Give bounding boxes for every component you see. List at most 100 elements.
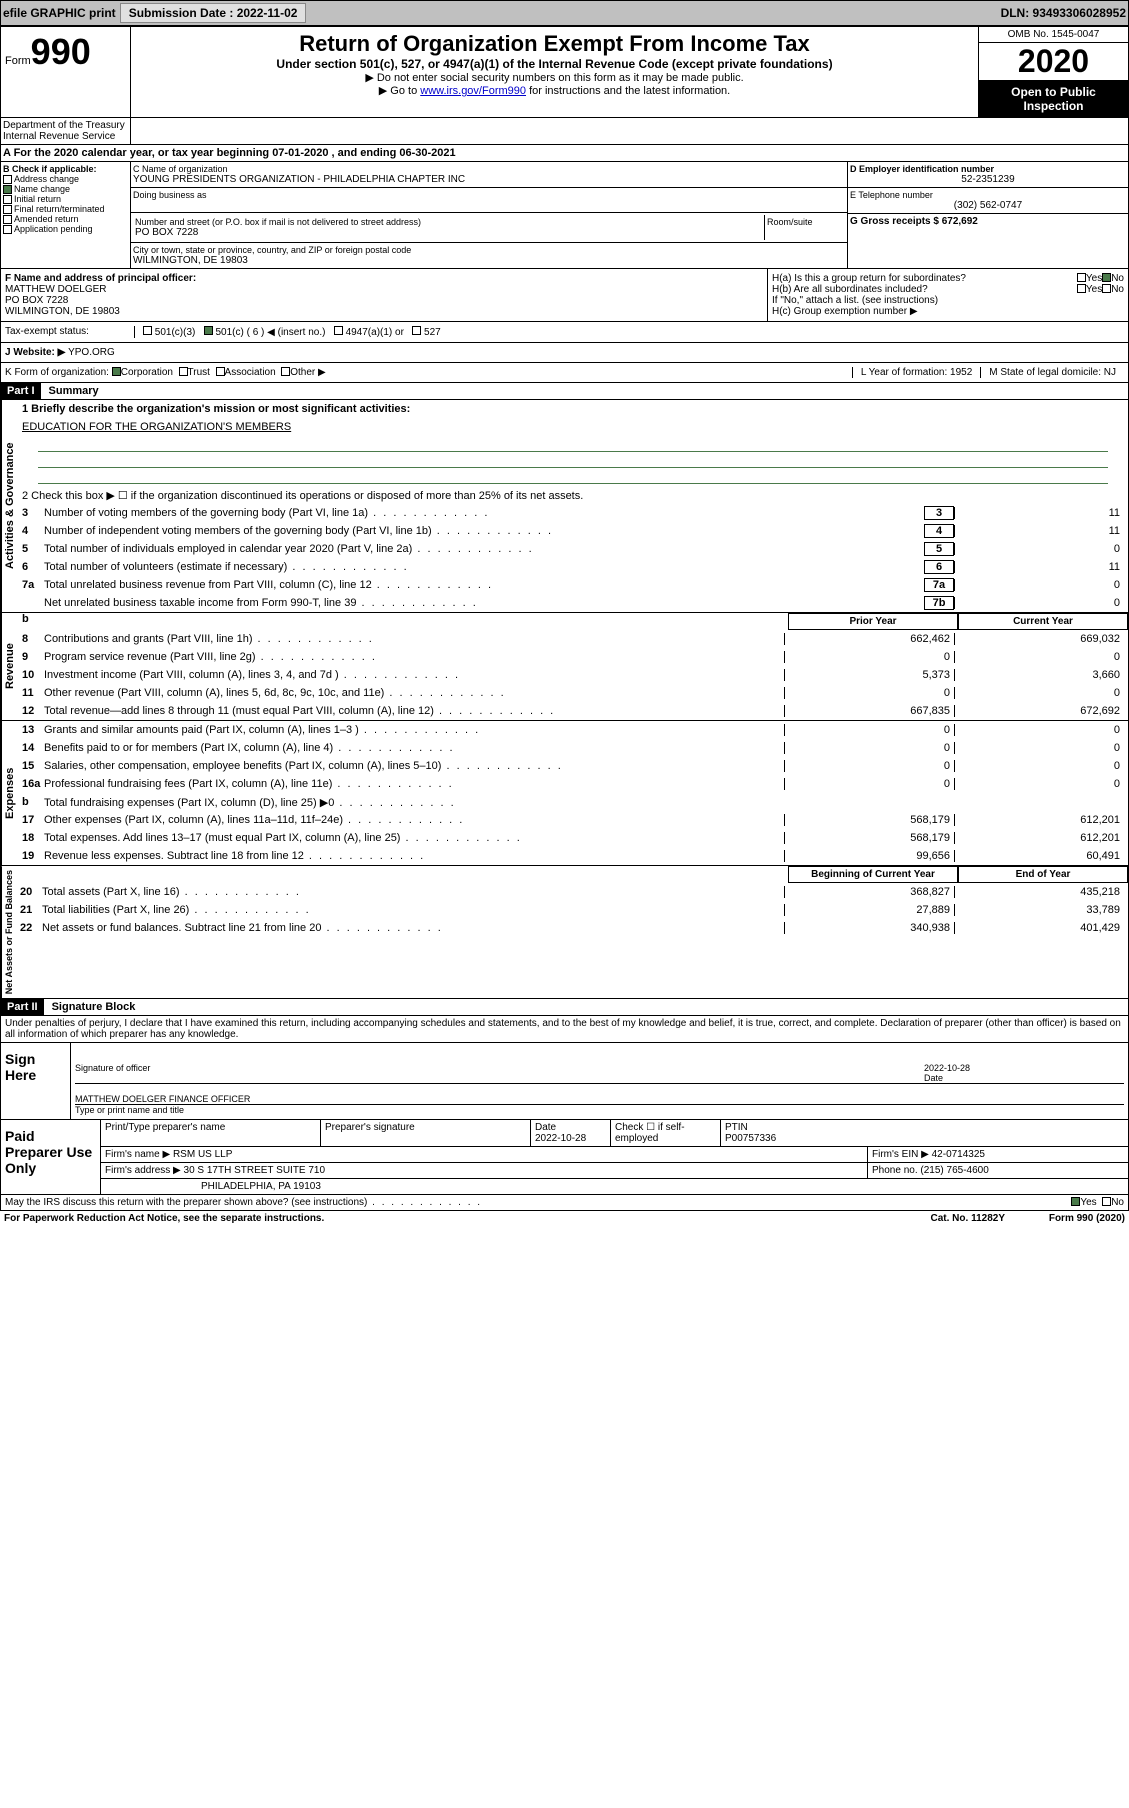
discuss-yes[interactable] xyxy=(1071,1197,1080,1206)
check-amended-return[interactable]: Amended return xyxy=(3,214,128,224)
firm-addr1: 30 S 17TH STREET SUITE 710 xyxy=(184,1165,326,1176)
officer-addr1: PO BOX 7228 xyxy=(5,295,763,306)
section-d: D Employer identification number 52-2351… xyxy=(848,162,1128,268)
summary-line: 6Total number of volunteers (estimate if… xyxy=(18,558,1128,576)
check-name-change[interactable]: Name change xyxy=(3,184,128,194)
sig-name: MATTHEW DOELGER FINANCE OFFICER xyxy=(75,1094,1124,1104)
part2-badge: Part II xyxy=(1,999,44,1015)
data-line: 11Other revenue (Part VIII, column (A), … xyxy=(18,684,1128,702)
data-line: 22Net assets or fund balances. Subtract … xyxy=(16,919,1128,937)
begin-year-header: Beginning of Current Year xyxy=(788,866,958,883)
te-4947[interactable] xyxy=(334,326,343,335)
section-b: B Check if applicable: Address change Na… xyxy=(1,162,131,268)
row-j: J Website: ▶ YPO.ORG xyxy=(0,343,1129,363)
phone-value: (302) 562-0747 xyxy=(850,200,1126,211)
website-value: YPO.ORG xyxy=(68,347,115,358)
firm-name-label: Firm's name ▶ xyxy=(105,1149,170,1160)
year-formation: L Year of formation: 1952 xyxy=(852,367,980,378)
discuss-no[interactable] xyxy=(1102,1197,1111,1206)
k-trust[interactable] xyxy=(179,367,188,376)
sig-officer-label: Signature of officer xyxy=(75,1063,924,1083)
k-other[interactable] xyxy=(281,367,290,376)
end-year-header: End of Year xyxy=(958,866,1128,883)
prep-ptin: P00757336 xyxy=(725,1133,776,1144)
gross-receipts: G Gross receipts $ 672,692 xyxy=(848,214,1128,229)
room-suite-label: Room/suite xyxy=(765,215,845,240)
paid-preparer-section: Paid Preparer Use Only Print/Type prepar… xyxy=(0,1120,1129,1195)
check-final-return[interactable]: Final return/terminated xyxy=(3,204,128,214)
website-label: J Website: ▶ xyxy=(5,347,65,358)
form990-link[interactable]: www.irs.gov/Form990 xyxy=(420,85,526,97)
org-address: PO BOX 7228 xyxy=(135,227,762,238)
section-f: F Name and address of principal officer:… xyxy=(1,269,768,321)
data-line: 20Total assets (Part X, line 16)368,8274… xyxy=(16,883,1128,901)
top-toolbar: efile GRAPHIC print Submission Date : 20… xyxy=(0,0,1129,26)
section-b-label: B Check if applicable: xyxy=(3,164,128,174)
q2-text: 2 Check this box ▶ ☐ if the organization… xyxy=(22,489,1124,502)
prep-h1: Print/Type preparer's name xyxy=(101,1120,321,1146)
dept-row: Department of the Treasury Internal Reve… xyxy=(0,118,1129,145)
part2-header-row: Part II Signature Block xyxy=(0,999,1129,1016)
hb-yes[interactable] xyxy=(1077,284,1086,293)
prep-h2: Preparer's signature xyxy=(321,1120,531,1146)
firm-ein-label: Firm's EIN ▶ xyxy=(872,1149,929,1160)
data-line: 21Total liabilities (Part X, line 26)27,… xyxy=(16,901,1128,919)
main-title: Return of Organization Exempt From Incom… xyxy=(135,31,974,57)
firm-addr-label: Firm's address ▶ xyxy=(105,1165,181,1176)
prep-h3: Date xyxy=(535,1122,556,1133)
officer-label: F Name and address of principal officer: xyxy=(5,273,763,284)
part1-badge: Part I xyxy=(1,383,41,399)
footer-right: Form 990 (2020) xyxy=(1005,1213,1125,1224)
ein-value: 52-2351239 xyxy=(850,174,1126,185)
te-501c3[interactable] xyxy=(143,326,152,335)
tax-year: 2020 xyxy=(979,43,1128,81)
footer-left: For Paperwork Reduction Act Notice, see … xyxy=(4,1213,324,1224)
sign-here-label: Sign Here xyxy=(1,1043,71,1119)
check-address-change[interactable]: Address change xyxy=(3,174,128,184)
title-cell: Return of Organization Exempt From Incom… xyxy=(131,27,978,117)
data-line: 9Program service revenue (Part VIII, lin… xyxy=(18,648,1128,666)
hb-no[interactable] xyxy=(1102,284,1111,293)
data-line: 15Salaries, other compensation, employee… xyxy=(18,757,1128,775)
vert-revenue: Revenue xyxy=(1,613,18,720)
form-org-label: K Form of organization: xyxy=(5,367,109,378)
prior-year-header: Prior Year xyxy=(788,613,958,630)
check-initial-return[interactable]: Initial return xyxy=(3,194,128,204)
dept-cell: Department of the Treasury Internal Reve… xyxy=(1,118,131,144)
data-line: 8Contributions and grants (Part VIII, li… xyxy=(18,630,1128,648)
te-527[interactable] xyxy=(412,326,421,335)
data-line: 16aProfessional fundraising fees (Part I… xyxy=(18,775,1128,793)
k-corp[interactable] xyxy=(112,367,121,376)
summary-line: 3Number of voting members of the governi… xyxy=(18,504,1128,522)
officer-addr2: WILMINGTON, DE 19803 xyxy=(5,306,763,317)
perjury-text: Under penalties of perjury, I declare th… xyxy=(0,1016,1129,1043)
submission-date-button[interactable]: Submission Date : 2022-11-02 xyxy=(120,3,307,23)
efile-label: efile GRAPHIC print xyxy=(3,6,116,20)
sig-name-label: Type or print name and title xyxy=(75,1105,1124,1115)
sig-date: 2022-10-28 xyxy=(924,1063,970,1073)
prep-date: 2022-10-28 xyxy=(535,1133,586,1144)
year-cell: OMB No. 1545-0047 2020 Open to Public In… xyxy=(978,27,1128,117)
vert-governance: Activities & Governance xyxy=(1,400,18,612)
te-501c[interactable] xyxy=(204,326,213,335)
check-application-pending[interactable]: Application pending xyxy=(3,224,128,234)
current-year-header: Current Year xyxy=(958,613,1128,630)
k-assoc[interactable] xyxy=(216,367,225,376)
dln-label: DLN: 93493306028952 xyxy=(1001,6,1126,20)
footer-mid: Cat. No. 11282Y xyxy=(931,1213,1005,1224)
paid-preparer-label: Paid Preparer Use Only xyxy=(1,1120,101,1194)
discuss-q: May the IRS discuss this return with the… xyxy=(5,1197,482,1208)
org-name-label: C Name of organization xyxy=(133,164,845,174)
firm-phone-label: Phone no. xyxy=(872,1165,918,1176)
row-k: K Form of organization: Corporation Trus… xyxy=(0,363,1129,383)
part1-header-row: Part I Summary xyxy=(0,383,1129,400)
ha-no[interactable] xyxy=(1102,273,1111,282)
firm-ein: 42-0714325 xyxy=(932,1149,985,1160)
section-h: H(a) Is this a group return for subordin… xyxy=(768,269,1128,321)
phone-label: E Telephone number xyxy=(850,190,1126,200)
discuss-row: May the IRS discuss this return with the… xyxy=(0,1195,1129,1211)
net-assets-section: Net Assets or Fund Balances Beginning of… xyxy=(0,866,1129,999)
activities-section: Activities & Governance 1 Briefly descri… xyxy=(0,400,1129,613)
q1-label: 1 Briefly describe the organization's mi… xyxy=(22,403,1124,415)
ha-yes[interactable] xyxy=(1077,273,1086,282)
